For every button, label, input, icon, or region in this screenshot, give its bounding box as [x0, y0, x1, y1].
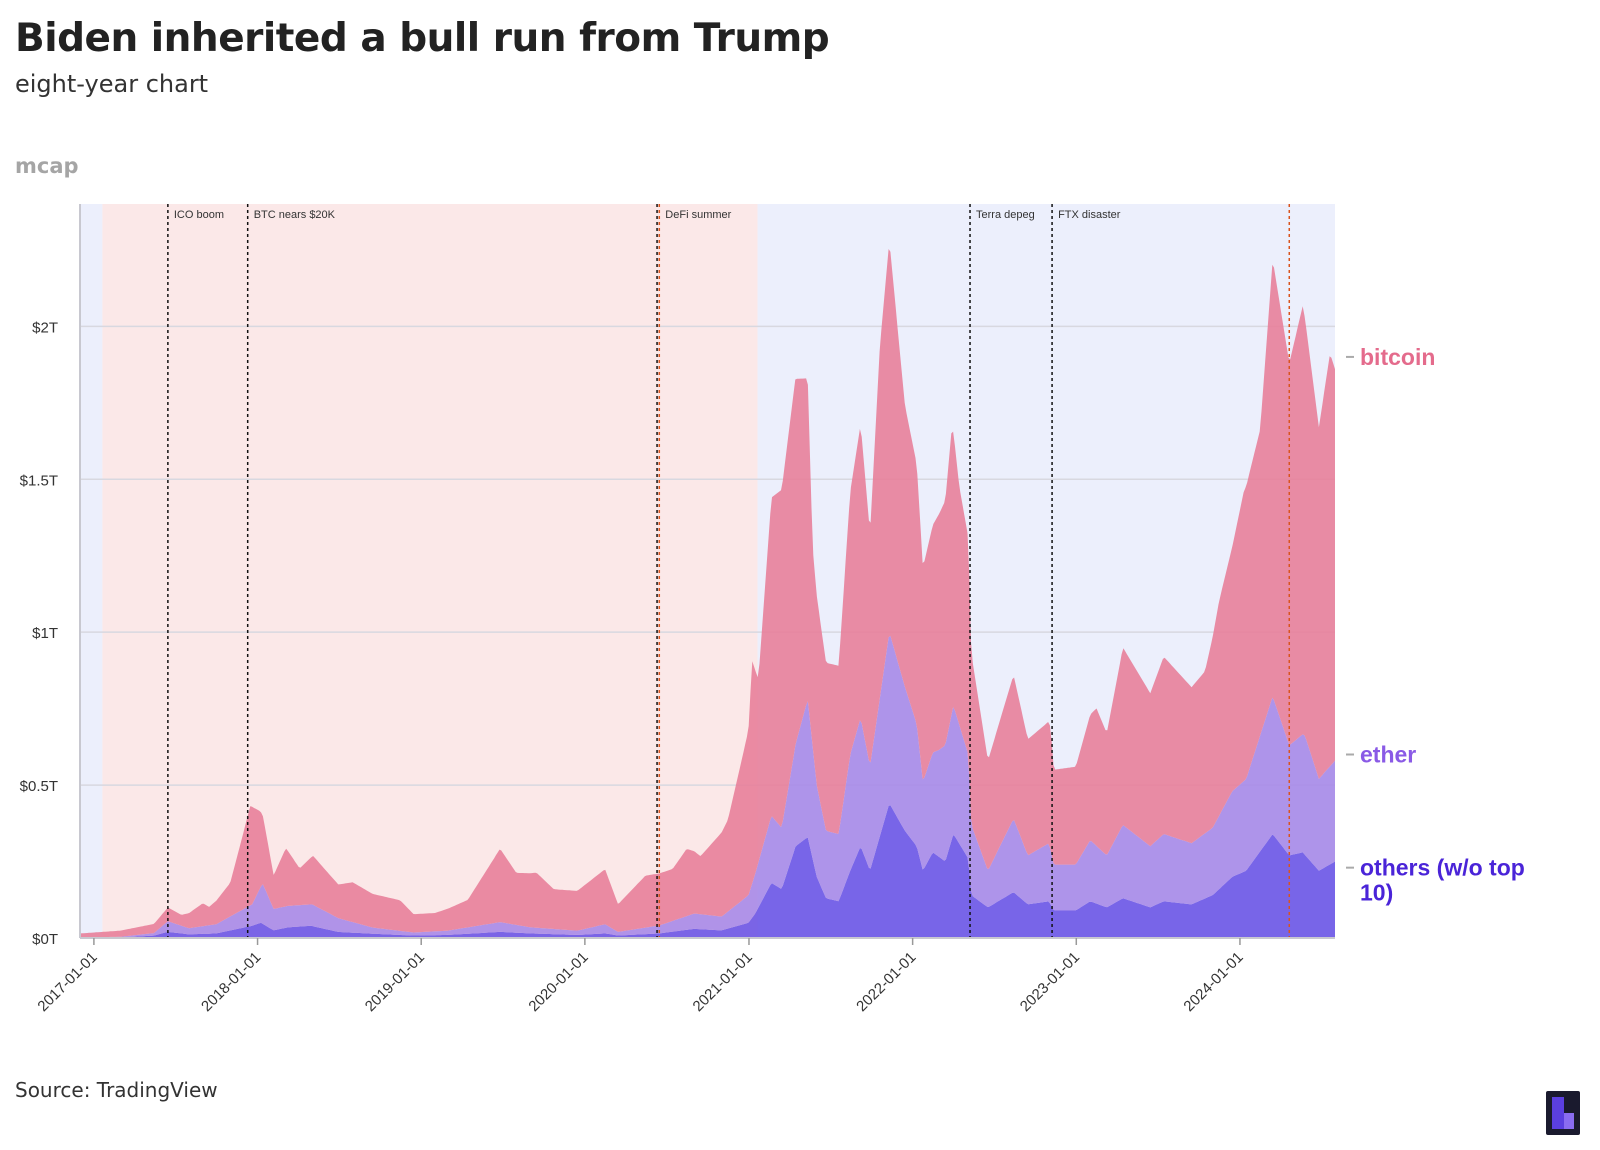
brand-logo-icon: [1546, 1091, 1580, 1135]
legend-label: others (w/o top: [1360, 855, 1525, 881]
series-areas: [80, 249, 1335, 938]
x-tick-label: 2023-01-01: [1017, 949, 1083, 1015]
x-tick-label: 2017-01-01: [34, 949, 100, 1015]
legend-label: ether: [1360, 742, 1416, 768]
band-biden: [80, 204, 103, 938]
x-tick-label: 2018-01-01: [198, 949, 264, 1015]
source-note: Source: TradingView: [15, 1078, 218, 1102]
x-tick-label: 2022-01-01: [853, 949, 919, 1015]
event-label: FTX disaster: [1058, 209, 1121, 221]
event-label: DeFi summer: [665, 209, 731, 221]
x-tick-label: 2019-01-01: [362, 949, 428, 1015]
chart-title: Biden inherited a bull run from Trump: [15, 16, 830, 61]
y-tick-label: $1T: [32, 625, 58, 642]
x-tick-label: 2021-01-01: [690, 949, 756, 1015]
chart-subtitle: eight-year chart: [15, 70, 209, 98]
x-tick-label: 2024-01-01: [1180, 949, 1246, 1015]
y-unit-label: mcap: [15, 154, 79, 178]
area-others: [80, 805, 1335, 938]
x-tick-label: 2020-01-01: [525, 949, 591, 1015]
legend-label-line2: 10): [1360, 880, 1393, 906]
event-label: ICO boom: [174, 209, 224, 221]
event-markers: ICO boom BTC nears $20K DeFi summer Terra d…: [167, 204, 1291, 938]
y-tick-label: $0T: [32, 931, 58, 948]
event-label: Terra depeg: [976, 209, 1035, 221]
area-bitcoin: [80, 249, 1335, 938]
event-label: BTC nears $20K: [254, 209, 336, 221]
y-tick-label: $2T: [32, 319, 58, 336]
area-ether: [80, 635, 1335, 938]
legend-label: bitcoin: [1360, 344, 1435, 370]
y-tick-label: $1.5T: [20, 472, 58, 489]
y-tick-label: $0.5T: [20, 778, 58, 795]
